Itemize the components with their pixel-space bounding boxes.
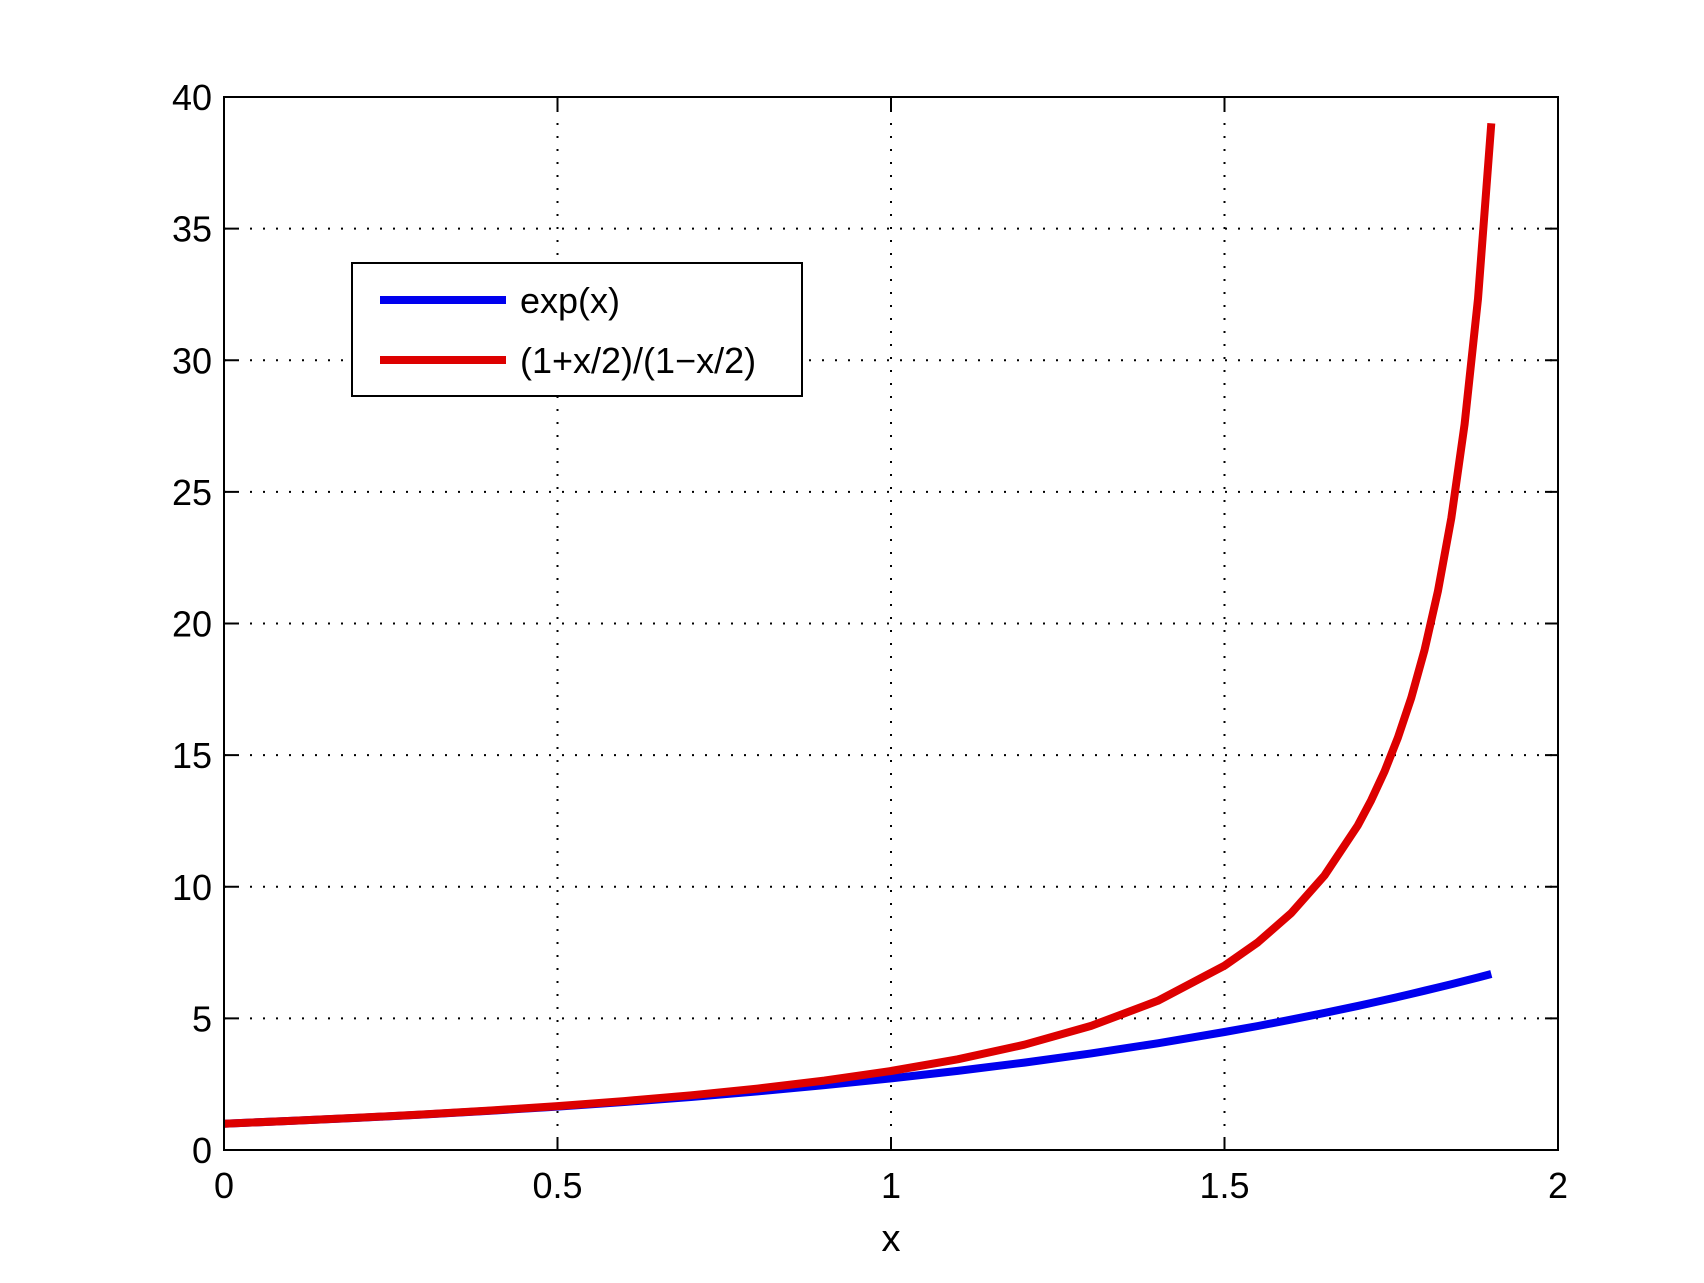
x-tick-label: 0.5	[532, 1165, 582, 1206]
y-tick-label: 20	[172, 604, 212, 645]
plot-area	[223, 122, 1496, 1128]
legend-label-exp: exp(x)	[520, 280, 620, 321]
legend-box	[351, 262, 803, 397]
y-tick-label: 5	[192, 998, 212, 1039]
x-tick-label: 0	[214, 1165, 234, 1206]
series-line-exp	[223, 970, 1493, 1128]
grid	[224, 97, 1558, 1150]
x-tick-label: 2	[1548, 1165, 1568, 1206]
y-tick-label: 40	[172, 77, 212, 118]
y-tick-label: 25	[172, 472, 212, 513]
y-tick-label: 15	[172, 735, 212, 776]
y-tick-label: 10	[172, 867, 212, 908]
x-axis-label: x	[882, 1218, 901, 1260]
series-line-rational	[223, 122, 1496, 1128]
legend-label-rational: (1+x/2)/(1−x/2)	[520, 340, 756, 381]
y-tick-label: 30	[172, 340, 212, 381]
legend: exp(x) (1+x/2)/(1−x/2)	[351, 262, 803, 397]
y-tick-label: 0	[192, 1130, 212, 1171]
y-tick-label: 35	[172, 209, 212, 250]
x-tick-label: 1	[881, 1165, 901, 1206]
x-tick-label: 1.5	[1199, 1165, 1249, 1206]
